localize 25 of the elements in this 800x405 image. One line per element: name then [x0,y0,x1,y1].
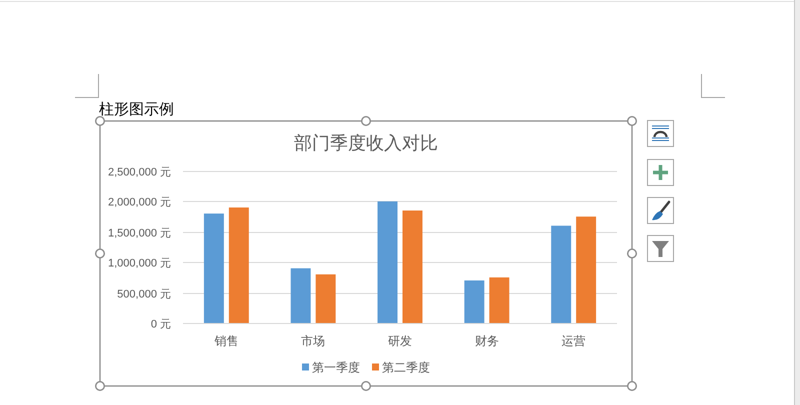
bar [228,207,249,323]
x-tick-label: 运营 [562,334,586,348]
bar [316,274,336,323]
x-tick-label: 财务 [474,334,499,348]
legend-label: 第一季度 [312,360,360,374]
bar [576,216,596,323]
legend-label: 第二季度 [382,360,430,374]
chart-title: 部门季度收入对比 [294,133,438,153]
x-tick-label: 市场 [301,334,326,348]
y-tick-label: 1,500,000 元 [108,228,171,240]
bar [551,226,572,323]
bar [489,277,510,323]
bar [290,268,311,323]
y-tick-label: 1,000,000 元 [108,258,171,270]
y-tick-label: 2,000,000 元 [108,196,171,208]
y-tick-label: 0 元 [150,318,171,330]
bar [204,214,224,323]
y-tick-label: 500,000 元 [117,288,171,300]
y-tick-label: 2,500,000 元 [108,166,171,178]
bar [464,280,484,323]
bar [378,201,398,323]
x-tick-label: 销售 [213,334,238,348]
bar [402,210,422,323]
x-tick-label: 研发 [388,334,412,348]
text: 柱形图示例 [99,101,174,118]
